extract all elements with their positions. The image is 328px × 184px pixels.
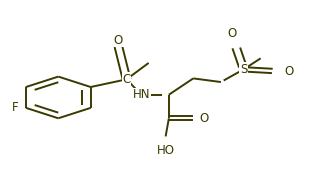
Text: S: S xyxy=(240,63,247,76)
Text: HO: HO xyxy=(157,144,174,157)
Text: O: O xyxy=(114,34,123,47)
Text: O: O xyxy=(200,112,209,125)
Text: C: C xyxy=(122,73,131,86)
Text: O: O xyxy=(284,65,294,78)
Text: O: O xyxy=(228,27,237,40)
Text: F: F xyxy=(12,101,19,114)
Text: HN: HN xyxy=(133,88,150,101)
